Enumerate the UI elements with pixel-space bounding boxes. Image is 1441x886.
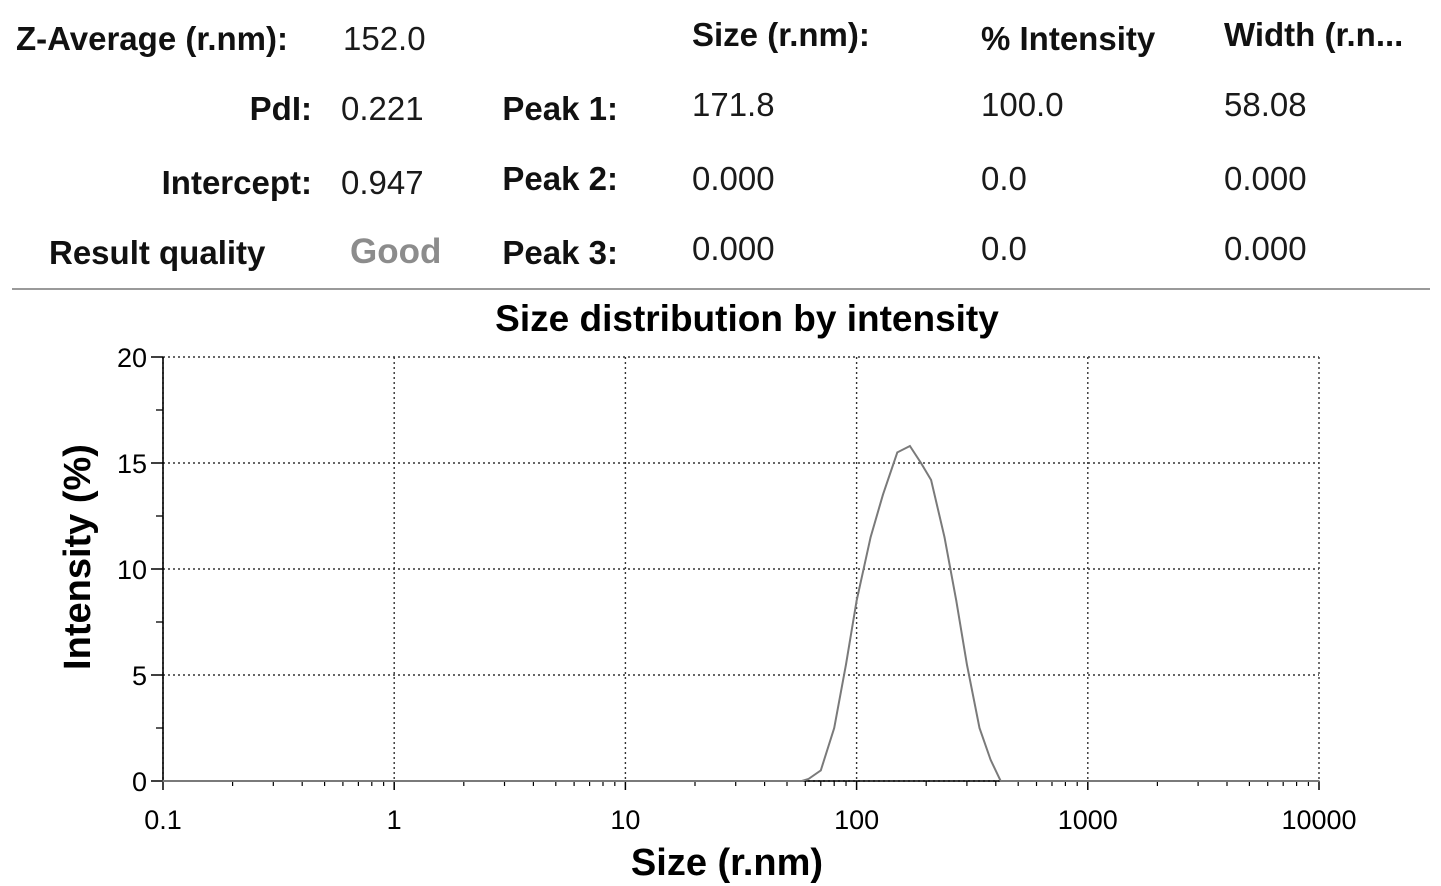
y-tick-label-0: 0 xyxy=(132,767,147,797)
data-point xyxy=(955,600,958,602)
peak-1-width: 58.08 xyxy=(1224,86,1307,123)
data-point xyxy=(833,727,835,729)
peak-3-label: Peak 3: xyxy=(502,234,618,271)
intercept-value: 0.947 xyxy=(341,164,424,201)
y-tick-label-3: 15 xyxy=(117,449,147,479)
chart-title: Size distribution by intensity xyxy=(495,298,999,339)
y-tick-label-4: 20 xyxy=(117,343,147,373)
data-point xyxy=(896,451,899,454)
data-point xyxy=(966,663,968,666)
x-tick-label-3: 100 xyxy=(834,805,879,835)
peak-1-size: 171.8 xyxy=(692,86,775,123)
data-point xyxy=(943,536,946,538)
peak-3-intensity: 0.0 xyxy=(981,230,1027,267)
data-point xyxy=(909,445,911,447)
data-point xyxy=(807,778,810,780)
data-point xyxy=(869,536,872,538)
y-tick-label-2: 10 xyxy=(117,555,147,585)
peak-3-size: 0.000 xyxy=(692,230,775,267)
peak-2-label: Peak 2: xyxy=(502,160,618,197)
data-point xyxy=(819,769,822,772)
peak-2-width: 0.000 xyxy=(1224,160,1307,197)
peak-3-width: 0.000 xyxy=(1224,230,1307,267)
pdi-label: PdI: xyxy=(249,90,312,127)
grid xyxy=(162,356,1320,782)
result-quality-label: Result quality xyxy=(49,234,266,271)
data-point xyxy=(1318,780,1320,782)
peak-1-label: Peak 1: xyxy=(502,90,618,127)
tick-labels: 0 5 10 15 20 0.1 1 10 100 1000 10000 xyxy=(117,343,1357,835)
series-layer xyxy=(162,444,1320,782)
peak-2-intensity: 0.0 xyxy=(981,160,1027,197)
size-header: Size (r.nm): xyxy=(692,16,870,53)
data-point xyxy=(930,479,932,481)
data-point xyxy=(989,759,992,761)
intensity-header: % Intensity xyxy=(981,20,1156,57)
y-axis-label: Intensity (%) xyxy=(57,444,99,670)
series-line-0 xyxy=(163,444,1319,782)
data-point xyxy=(855,600,858,602)
x-tick-label-0: 0.1 xyxy=(144,805,182,835)
axes xyxy=(151,356,1320,790)
z-average-label: Z-Average (r.nm): xyxy=(16,20,288,57)
x-axis-label: Size (r.nm) xyxy=(631,842,823,884)
data-point xyxy=(978,727,981,729)
data-point xyxy=(162,780,164,782)
pdi-value: 0.221 xyxy=(341,90,424,127)
result-quality-value: Good xyxy=(350,232,442,271)
y-tick-label-1: 5 xyxy=(132,661,147,691)
data-point xyxy=(999,780,1002,782)
data-point xyxy=(801,780,803,782)
width-header: Width (r.n... xyxy=(1224,16,1404,53)
x-tick-label-4: 1000 xyxy=(1058,805,1118,835)
peak-2-size: 0.000 xyxy=(692,160,775,197)
data-point xyxy=(882,494,884,496)
section-divider xyxy=(12,288,1430,290)
x-tick-label-2: 10 xyxy=(610,805,640,835)
x-tick-label-1: 1 xyxy=(387,805,402,835)
z-average-value: 152.0 xyxy=(343,20,426,57)
intercept-label: Intercept: xyxy=(161,164,312,201)
data-point xyxy=(845,663,847,666)
data-point xyxy=(920,462,922,464)
x-tick-label-5: 10000 xyxy=(1281,805,1356,835)
peak-1-intensity: 100.0 xyxy=(981,86,1064,123)
